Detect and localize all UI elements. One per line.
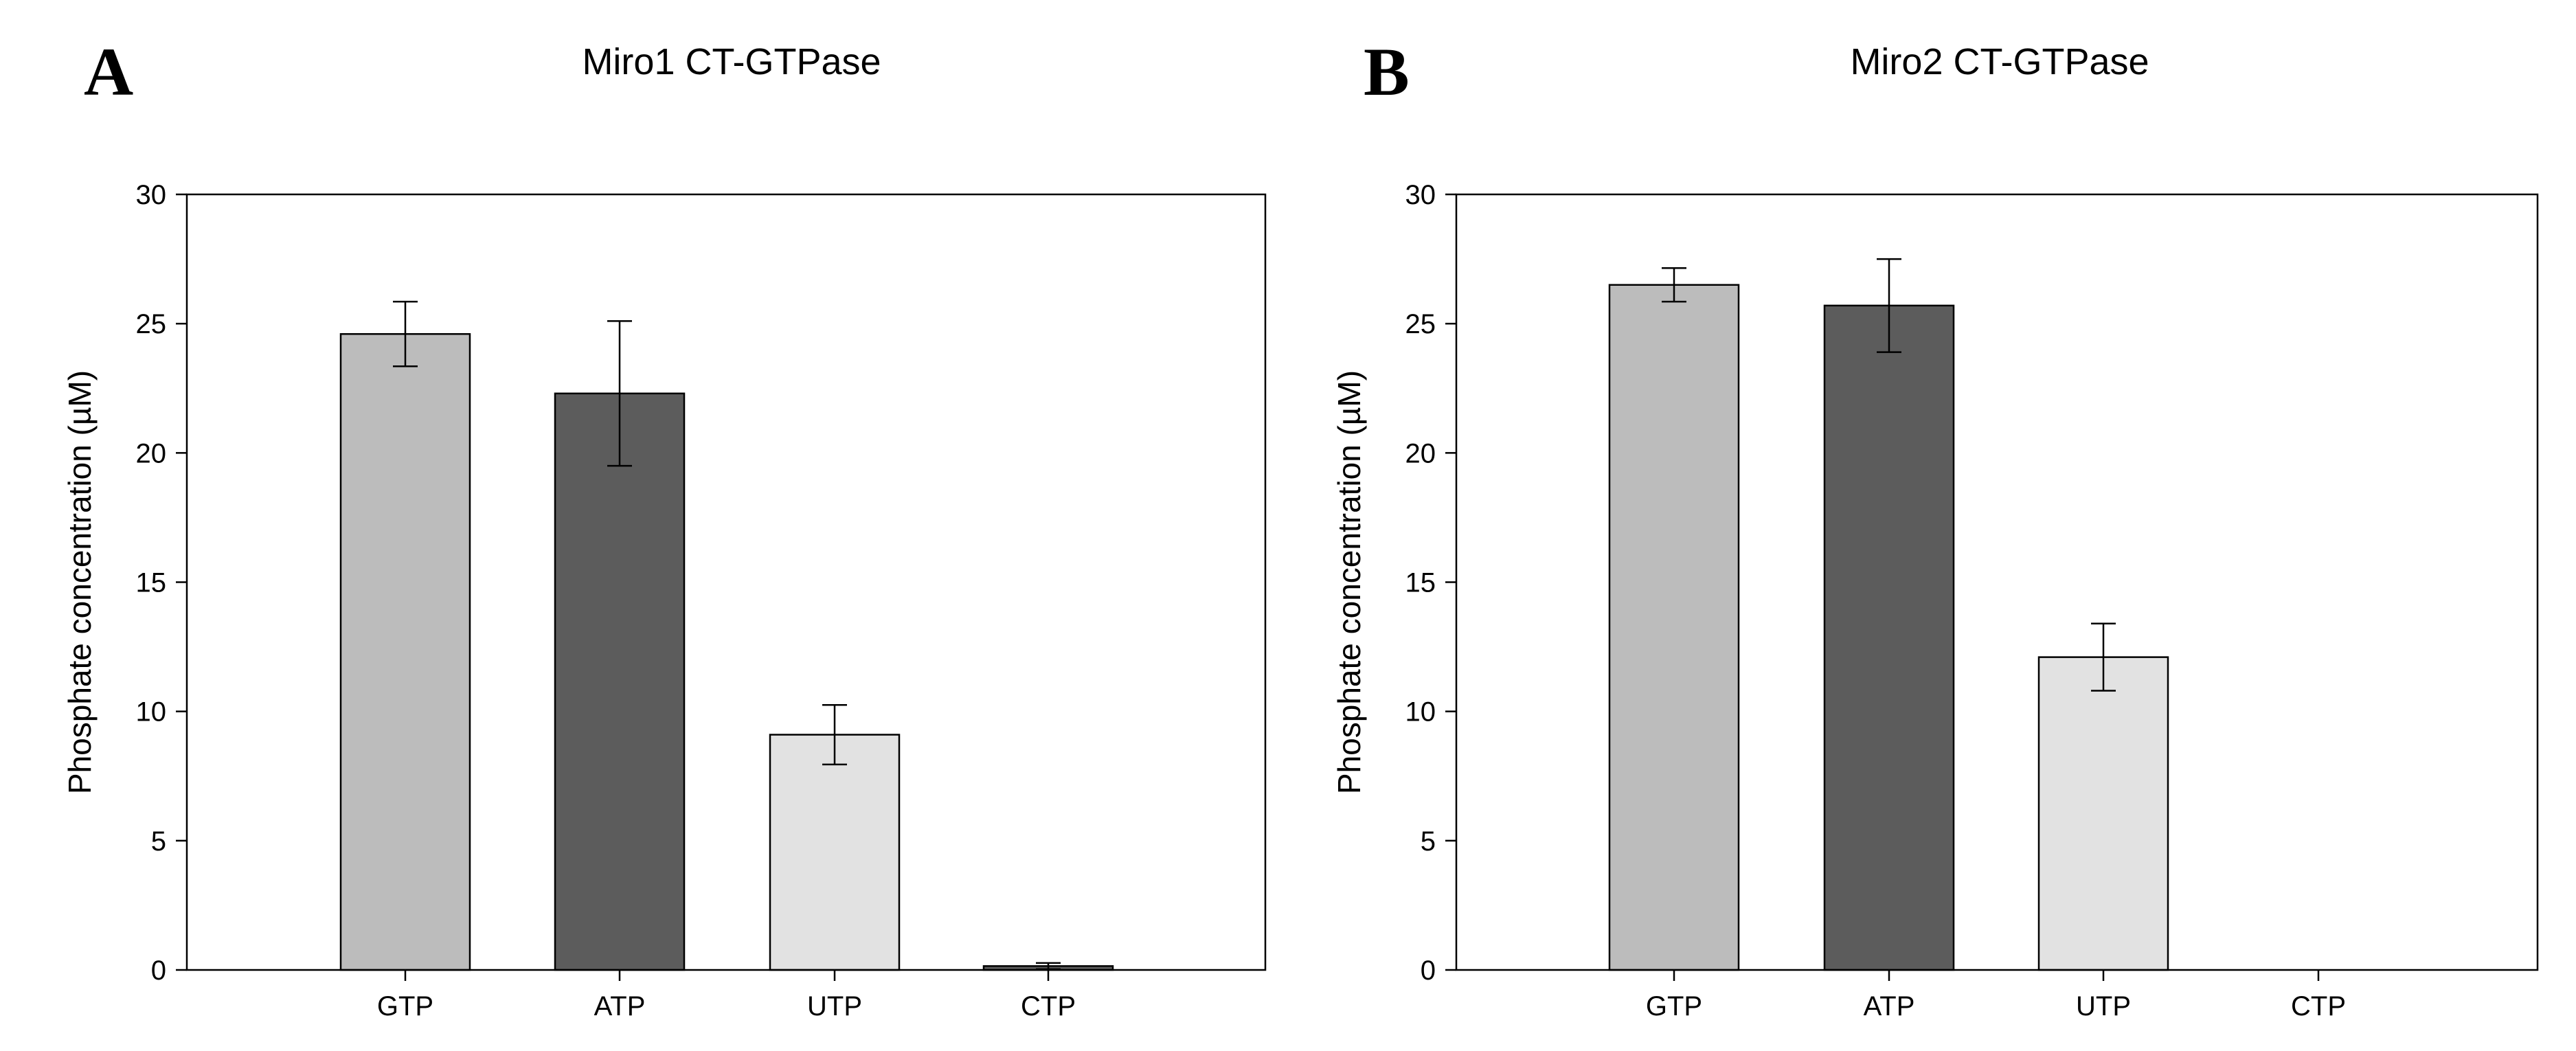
panel-a-y-tick-label: 0 bbox=[151, 956, 166, 986]
panel-a-y-tick-label: 30 bbox=[136, 180, 167, 210]
panel-a-bar-utp bbox=[769, 734, 901, 971]
panel-a-y-tick-label: 5 bbox=[151, 826, 166, 857]
panel-b-error-bar-atp bbox=[1877, 258, 1901, 353]
panel-b-x-tick-label: GTP bbox=[1646, 991, 1702, 1021]
panel-b-x-tick-label: CTP bbox=[2291, 991, 2346, 1021]
panel-a-y-axis-label: Phosphate concentration (µM) bbox=[62, 370, 98, 794]
panel-b-y-tick-label: 0 bbox=[1421, 956, 1436, 986]
panel-b-y-tick-label: 25 bbox=[1405, 309, 1436, 339]
panel-b-y-tick-label: 10 bbox=[1405, 697, 1436, 727]
panel-b-error-bar-utp bbox=[2091, 622, 2116, 692]
panel-b-y-tick-label: 15 bbox=[1405, 568, 1436, 598]
panel-b-bar-atp bbox=[1823, 304, 1955, 971]
panel-a-x-tick-label: UTP bbox=[807, 991, 862, 1021]
panel-b-bar-gtp bbox=[1608, 284, 1740, 971]
panel-b-title: Miro2 CT-GTPase bbox=[1850, 41, 2149, 82]
panel-b-bar-utp bbox=[2037, 656, 2169, 971]
panel-a-bar-gtp bbox=[339, 332, 471, 971]
panel-a-error-bar-utp bbox=[822, 704, 847, 766]
panel-a-x-tick-label: ATP bbox=[594, 991, 646, 1021]
panel-a-x-tick-label: GTP bbox=[377, 991, 433, 1021]
panel-b-plot-frame bbox=[1455, 193, 2539, 971]
panel-b-y-tick-label: 20 bbox=[1405, 438, 1436, 468]
chart-panel-b: B Miro2 CT-GTPase Phosphate concentration … bbox=[1331, 34, 2539, 1021]
chart-panel-a: A Miro1 CT-GTPase Phosphate concentration … bbox=[62, 34, 1267, 1021]
panel-b-y-tick-label: 30 bbox=[1405, 180, 1436, 210]
panel-a-title: Miro1 CT-GTPase bbox=[582, 41, 881, 82]
panel-a-y-tick-label: 15 bbox=[136, 568, 167, 598]
panel-b-x-tick-label: ATP bbox=[1864, 991, 1915, 1021]
panel-a-y-tick-label: 10 bbox=[136, 697, 167, 727]
panel-a-y-tick-label: 20 bbox=[136, 438, 167, 468]
panel-b-y-tick-label: 5 bbox=[1421, 826, 1436, 857]
panel-b-letter: B bbox=[1364, 34, 1410, 110]
panel-b-y-axis-label: Phosphate concentration (µM) bbox=[1331, 370, 1367, 794]
panel-a-y-tick-label: 25 bbox=[136, 309, 167, 339]
panel-b-error-bar-gtp bbox=[1662, 267, 1686, 303]
panel-b-x-tick-label: UTP bbox=[2076, 991, 2131, 1021]
panel-a-letter: A bbox=[84, 34, 133, 110]
panel-a-error-bar-gtp bbox=[393, 300, 418, 368]
panel-a-error-bar-atp bbox=[607, 320, 632, 467]
panel-a-x-tick-label: CTP bbox=[1021, 991, 1076, 1021]
panel-a-bar-atp bbox=[554, 392, 686, 971]
panel-a-plot-frame bbox=[185, 193, 1267, 971]
